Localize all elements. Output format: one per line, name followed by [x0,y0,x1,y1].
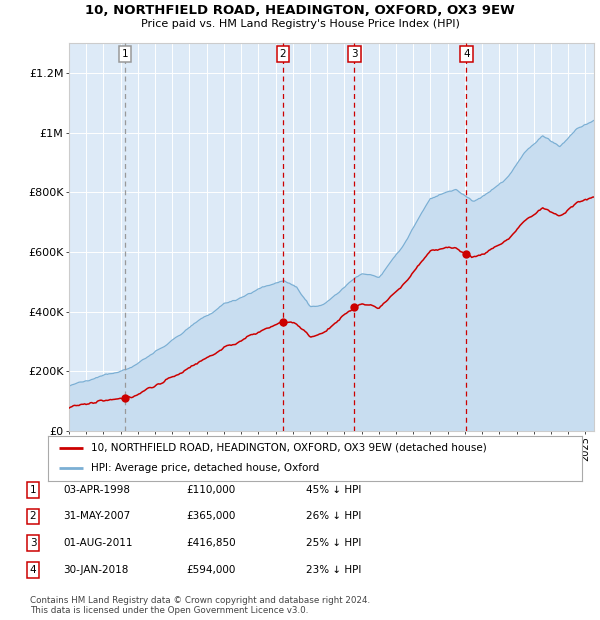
Text: 03-APR-1998: 03-APR-1998 [63,485,130,495]
Text: 4: 4 [463,49,470,60]
Text: 3: 3 [351,49,358,60]
Text: 30-JAN-2018: 30-JAN-2018 [63,565,128,575]
Text: £110,000: £110,000 [186,485,235,495]
Text: HPI: Average price, detached house, Oxford: HPI: Average price, detached house, Oxfo… [91,463,319,474]
Text: 1: 1 [122,49,128,60]
Text: 2: 2 [280,49,286,60]
Text: Price paid vs. HM Land Registry's House Price Index (HPI): Price paid vs. HM Land Registry's House … [140,19,460,29]
Text: 1: 1 [29,485,37,495]
Text: 4: 4 [29,565,37,575]
Text: 31-MAY-2007: 31-MAY-2007 [63,512,130,521]
Text: 25% ↓ HPI: 25% ↓ HPI [306,538,361,548]
Text: £365,000: £365,000 [186,512,235,521]
Text: 2: 2 [29,512,37,521]
Text: 3: 3 [29,538,37,548]
Text: 45% ↓ HPI: 45% ↓ HPI [306,485,361,495]
Text: 01-AUG-2011: 01-AUG-2011 [63,538,133,548]
Text: 10, NORTHFIELD ROAD, HEADINGTON, OXFORD, OX3 9EW: 10, NORTHFIELD ROAD, HEADINGTON, OXFORD,… [85,4,515,17]
Text: 10, NORTHFIELD ROAD, HEADINGTON, OXFORD, OX3 9EW (detached house): 10, NORTHFIELD ROAD, HEADINGTON, OXFORD,… [91,443,487,453]
Text: £416,850: £416,850 [186,538,236,548]
Text: 26% ↓ HPI: 26% ↓ HPI [306,512,361,521]
Text: £594,000: £594,000 [186,565,235,575]
Text: 23% ↓ HPI: 23% ↓ HPI [306,565,361,575]
Text: Contains HM Land Registry data © Crown copyright and database right 2024.
This d: Contains HM Land Registry data © Crown c… [30,596,370,615]
